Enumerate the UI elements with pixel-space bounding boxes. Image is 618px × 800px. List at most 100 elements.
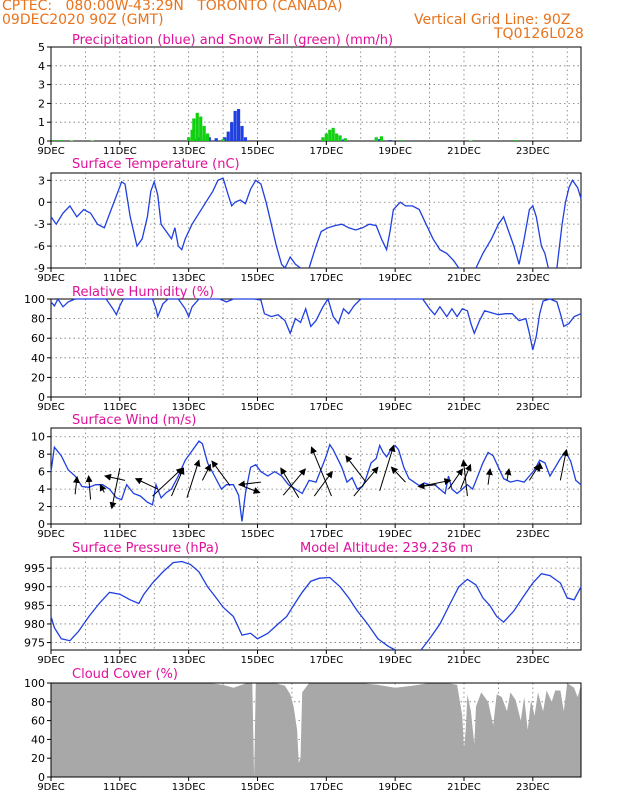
pressure-xtick-label: 11DEC [103,655,137,666]
cloud-xtick-label: 21DEC [447,782,481,793]
rh-xtick-label: 19DEC [378,402,412,413]
rh-ytick-label: 80 [31,313,45,326]
wind-xtick-label: 9DEC [37,529,64,540]
rh-xtick-label: 17DEC [309,402,343,413]
snow-bar [70,140,74,142]
wind-vector [559,448,569,481]
header-location: CPTEC: 080:00W-43:29N TORONTO (CANADA) [2,0,343,14]
temp-line [556,179,582,269]
wind-vector [237,480,261,488]
wind-xtick-label: 19DEC [378,529,412,540]
rh-xtick-label: 13DEC [172,402,206,413]
pressure-annotation: Model Altitude: 239.236 m [300,541,473,556]
wind-vector [134,478,158,490]
pressure-ytick-label: 990 [24,581,45,594]
rh-xtick-label: 15DEC [241,402,275,413]
precip-bar [236,109,241,141]
temp-ytick-label: 0 [38,196,45,209]
snow-bar [379,136,383,141]
rh-ytick-label: 0 [38,391,45,404]
pressure-xtick-label: 13DEC [172,655,206,666]
precip-bar [233,110,237,141]
temp-frame [50,172,582,269]
wind-vector [99,483,107,493]
snow-bar [190,129,194,141]
pressure-title: Surface Pressure (hPa) [72,541,219,556]
rh-xtick-label: 21DEC [447,402,481,413]
snow-bar [328,129,332,141]
precip-bar [197,137,201,141]
precip-bar [223,137,227,141]
cloud-cover-area [51,683,581,777]
wind-line [50,440,582,522]
rh-title: Relative Humidity (%) [72,285,214,300]
precip-title: Precipitation (blue) and Snow Fall (gree… [72,33,393,48]
rh-xtick-label: 9DEC [37,402,64,413]
cloud-ytick-label: 40 [31,733,45,746]
wind-ytick-label: 0 [38,518,45,531]
wind-vector [170,467,185,497]
snow-bar [374,137,378,141]
precip-bar [230,122,234,141]
rh-ytick-label: 60 [31,332,45,345]
temp-xtick-label: 19DEC [378,273,412,284]
rh-ytick-label: 100 [24,293,45,306]
temp-panel: 9DEC 11DEC 13DEC 15DEC 17DEC 19DEC 21DEC 23DEC -… [34,157,582,284]
precip-panel: 9DEC 11DEC 13DEC 15DEC 17DEC 19DEC 21DEC 23DEC 0… [37,33,582,157]
pressure-panel: 9DEC 11DEC 13DEC 15DEC 17DEC 19DEC 21DEC 23DEC 9… [24,541,582,666]
wind-vector [448,468,464,490]
cloud-xtick-label: 13DEC [172,782,206,793]
wind-vector [313,470,333,497]
precip-bar [193,139,198,141]
snow-bar [52,140,57,141]
wind-vector [417,482,437,490]
precip-xtick-label: 17DEC [309,146,343,157]
wind-vector [460,459,468,497]
wind-vector [345,455,367,483]
temp-xtick-label: 21DEC [447,273,481,284]
wind-vector [485,468,493,485]
wind-vector [379,444,396,491]
snow-bar [205,133,210,141]
wind-xtick-label: 23DEC [516,529,550,540]
cloud-xtick-label: 19DEC [378,782,412,793]
header-date: 09DEC2020 90Z (GMT) [2,12,164,28]
precip-bar [214,138,218,141]
cloud-ytick-label: 20 [31,752,45,765]
wind-xtick-label: 11DEC [103,529,137,540]
pressure-xtick-label: 17DEC [309,655,343,666]
snow-bar [192,118,196,141]
snow-bar [343,138,347,141]
precip-ytick-label: 3 [38,79,45,92]
temp-xtick-label: 23DEC [516,273,550,284]
wind-vector [211,460,231,486]
wind-ytick-label: 4 [38,483,45,496]
pressure-xtick-label: 15DEC [241,655,275,666]
snow-bar [514,140,518,141]
wind-vector [201,463,211,481]
pressure-frame [50,556,582,651]
temp-xtick-label: 11DEC [103,273,137,284]
pressure-xtick-label: 21DEC [447,655,481,666]
wind-vector [280,467,300,499]
pressure-xtick-label: 9DEC [37,655,64,666]
snow-bar [90,140,94,142]
precip-bar [243,137,248,141]
rh-ytick-label: 20 [31,371,45,384]
rh-xtick-label: 11DEC [103,402,137,413]
rh-line [50,297,582,351]
wind-ytick-label: 2 [38,501,45,514]
wind-ytick-label: 6 [38,466,45,479]
snow-bar [324,133,328,141]
precip-xtick-label: 21DEC [447,146,481,157]
wind-vector [282,468,306,496]
temp-xtick-label: 9DEC [37,273,64,284]
pressure-ytick-label: 985 [24,599,45,612]
wind-xtick-label: 13DEC [172,529,206,540]
snow-bar [59,140,63,141]
wind-xtick-label: 21DEC [447,529,481,540]
precip-frame [50,46,582,142]
snow-bar [469,140,473,142]
snow-bar [321,137,325,141]
